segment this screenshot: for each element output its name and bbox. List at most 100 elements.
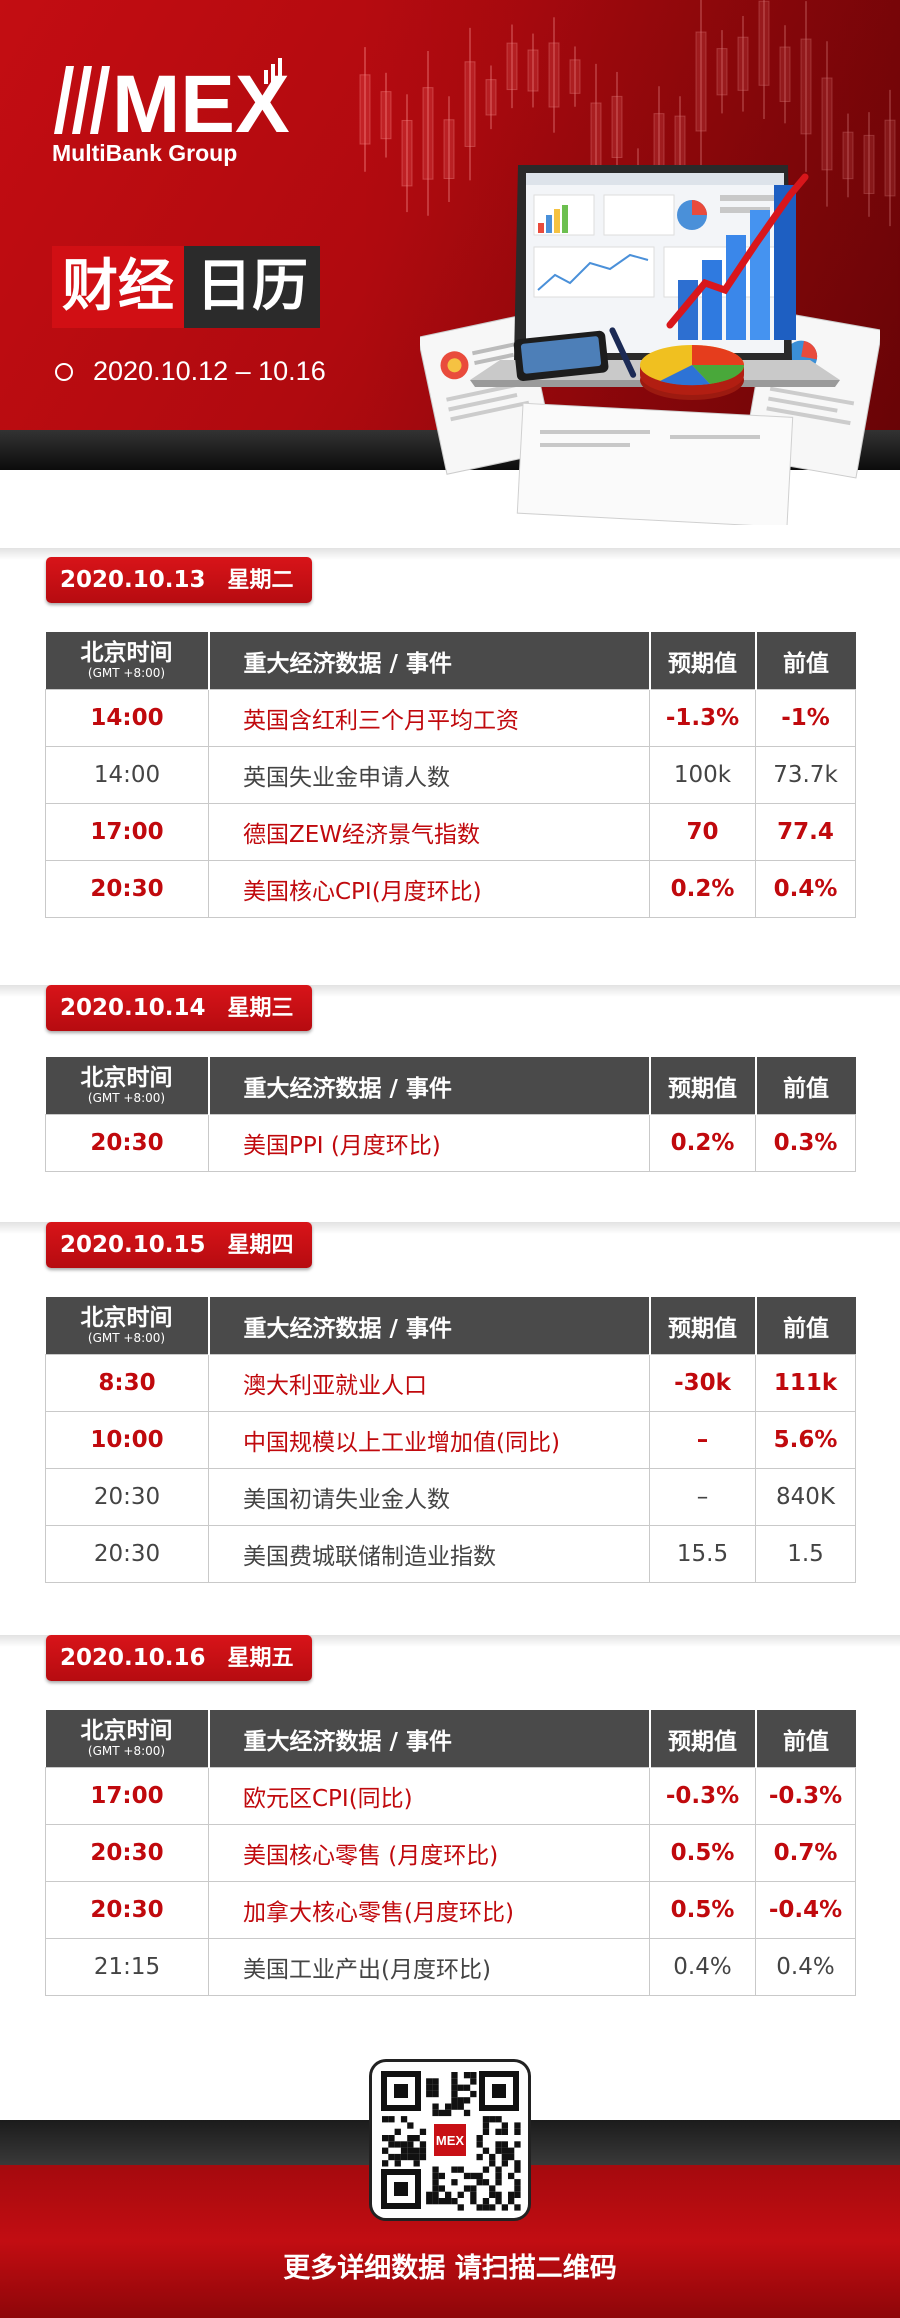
time-cell: 21:15 [45,1938,209,1996]
event-cell: 加拿大核心零售(月度环比) [208,1881,650,1939]
qr-code-image: MEX [381,2071,521,2211]
previous-cell: -1% [755,689,856,747]
calendar-table-1013: 北京时间 (GMT +8:00) 重大经济数据 / 事件 预期值 前值 14:00 英国含红… [45,632,856,918]
previous-cell: 840K [755,1468,856,1526]
page-title: 财经 日历 [52,246,320,328]
time-cell: 20:30 [45,1114,209,1172]
forecast-cell: 0.2% [649,1114,756,1172]
forecast-cell: -1.3% [649,689,756,747]
date-range-text: 2020.10.12 – 10.16 [93,356,326,386]
table-header-row: 北京时间 (GMT +8:00) 重大经济数据 / 事件 预期值 前值 [45,1057,856,1115]
event-cell: 澳大利亚就业人口 [208,1354,650,1412]
event-cell: 欧元区CPI(同比) [208,1767,650,1825]
forecast-header: 预期值 [649,1297,757,1355]
time-cell: 20:30 [45,1824,209,1882]
table-row: 17:00 欧元区CPI(同比) -0.3% -0.3% [45,1767,856,1825]
table-header-row: 北京时间 (GMT +8:00) 重大经济数据 / 事件 预期值 前值 [45,1710,856,1768]
forecast-cell: – [649,1468,756,1526]
forecast-header: 预期值 [649,1057,757,1115]
date-tab-1016: 2020.10.16 星期五 [46,1635,312,1681]
forecast-cell: -0.3% [649,1767,756,1825]
time-cell: 20:30 [45,1468,209,1526]
event-header: 重大经济数据 / 事件 [208,1057,651,1115]
date-label: 2020.10.14 [60,995,206,1021]
forecast-cell: 70 [649,803,756,861]
time-cell: 14:00 [45,689,209,747]
time-header: 北京时间 (GMT +8:00) [45,1710,210,1768]
previous-cell: 0.4% [755,1938,856,1996]
previous-header: 前值 [755,632,856,690]
title-red-part: 财经 [52,246,184,328]
date-tab-1014: 2020.10.14 星期三 [46,985,312,1031]
table-row: 20:30 美国PPI (月度环比) 0.2% 0.3% [45,1114,856,1172]
event-cell: 美国核心零售 (月度环比) [208,1824,650,1882]
previous-header: 前值 [755,1057,856,1115]
forecast-cell: 0.2% [649,860,756,918]
svg-text:MEX: MEX [112,59,290,138]
forecast-cell: 0.5% [649,1824,756,1882]
previous-cell: 77.4 [755,803,856,861]
mex-logo: MEX [54,58,290,138]
table-row: 8:30 澳大利亚就业人口 -30k 111k [45,1354,856,1412]
time-cell: 14:00 [45,746,209,804]
previous-cell: 5.6% [755,1411,856,1469]
previous-cell: -0.3% [755,1767,856,1825]
event-cell: 中国规模以上工业增加值(同比) [208,1411,650,1469]
circle-icon [55,362,73,381]
forecast-cell: 0.5% [649,1881,756,1939]
event-header: 重大经济数据 / 事件 [208,1710,651,1768]
event-cell: 美国核心CPI(月度环比) [208,860,650,918]
weekday-label: 星期三 [227,996,294,1021]
table-row: 20:30 美国核心零售 (月度环比) 0.5% 0.7% [45,1824,856,1882]
time-cell: 20:30 [45,860,209,918]
previous-cell: 1.5 [755,1525,856,1583]
table-row: 20:30 加拿大核心零售(月度环比) 0.5% -0.4% [45,1881,856,1939]
weekday-label: 星期五 [227,1646,294,1671]
calendar-table-1015: 北京时间 (GMT +8:00) 重大经济数据 / 事件 预期值 前值 8:30 澳大利亚就… [45,1297,856,1583]
qr-badge-text: MEX [436,2133,465,2148]
finance-illustration [420,165,880,525]
event-cell: 英国含红利三个月平均工资 [208,689,650,747]
forecast-cell: -30k [649,1354,756,1412]
table-row: 20:30 美国费城联储制造业指数 15.5 1.5 [45,1525,856,1583]
table-row: 17:00 德国ZEW经济景气指数 70 77.4 [45,803,856,861]
time-cell: 17:00 [45,803,209,861]
forecast-cell: 0.4% [649,1938,756,1996]
event-cell: 美国PPI (月度环比) [208,1114,650,1172]
date-label: 2020.10.16 [60,1645,206,1671]
previous-cell: 73.7k [755,746,856,804]
time-cell: 17:00 [45,1767,209,1825]
date-label: 2020.10.13 [60,567,206,593]
title-dark-part: 日历 [184,246,320,328]
forecast-cell: 15.5 [649,1525,756,1583]
table-row: 21:15 美国工业产出(月度环比) 0.4% 0.4% [45,1938,856,1996]
forecast-cell: – [649,1411,756,1469]
date-tab-1013: 2020.10.13 星期二 [46,557,312,603]
weekday-label: 星期四 [227,1233,294,1258]
time-cell: 20:30 [45,1525,209,1583]
qr-code[interactable]: MEX [372,2062,528,2218]
date-range: 2020.10.12 – 10.16 [55,356,326,387]
time-cell: 8:30 [45,1354,209,1412]
time-cell: 20:30 [45,1881,209,1939]
table-header-row: 北京时间 (GMT +8:00) 重大经济数据 / 事件 预期值 前值 [45,632,856,690]
event-cell: 美国初请失业金人数 [208,1468,650,1526]
calendar-table-1014: 北京时间 (GMT +8:00) 重大经济数据 / 事件 预期值 前值 20:30 美国PP… [45,1057,856,1172]
previous-cell: 111k [755,1354,856,1412]
table-row: 20:30 美国初请失业金人数 –840K [45,1468,856,1526]
event-cell: 德国ZEW经济景气指数 [208,803,650,861]
previous-cell: -0.4% [755,1881,856,1939]
table-row: 10:00 中国规模以上工业增加值(同比) –5.6% [45,1411,856,1469]
weekday-label: 星期二 [227,568,294,593]
event-cell: 英国失业金申请人数 [208,746,650,804]
brand-name: MultiBank Group [52,140,238,166]
date-label: 2020.10.15 [60,1232,206,1258]
table-row: 20:30 美国核心CPI(月度环比) 0.2% 0.4% [45,860,856,918]
event-header: 重大经济数据 / 事件 [208,1297,651,1355]
time-header: 北京时间 (GMT +8:00) [45,1057,210,1115]
previous-header: 前值 [755,1297,856,1355]
table-row: 14:00 英国含红利三个月平均工资 -1.3% -1% [45,689,856,747]
previous-cell: 0.7% [755,1824,856,1882]
table-row: 14:00 英国失业金申请人数 100k 73.7k [45,746,856,804]
table-header-row: 北京时间 (GMT +8:00) 重大经济数据 / 事件 预期值 前值 [45,1297,856,1355]
